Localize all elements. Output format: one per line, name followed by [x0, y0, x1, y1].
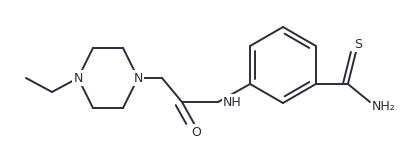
Text: N: N [73, 71, 83, 84]
Text: S: S [353, 38, 361, 51]
Text: NH: NH [222, 95, 241, 108]
Text: NH₂: NH₂ [371, 100, 395, 113]
Text: N: N [133, 71, 142, 84]
Text: O: O [191, 126, 200, 139]
